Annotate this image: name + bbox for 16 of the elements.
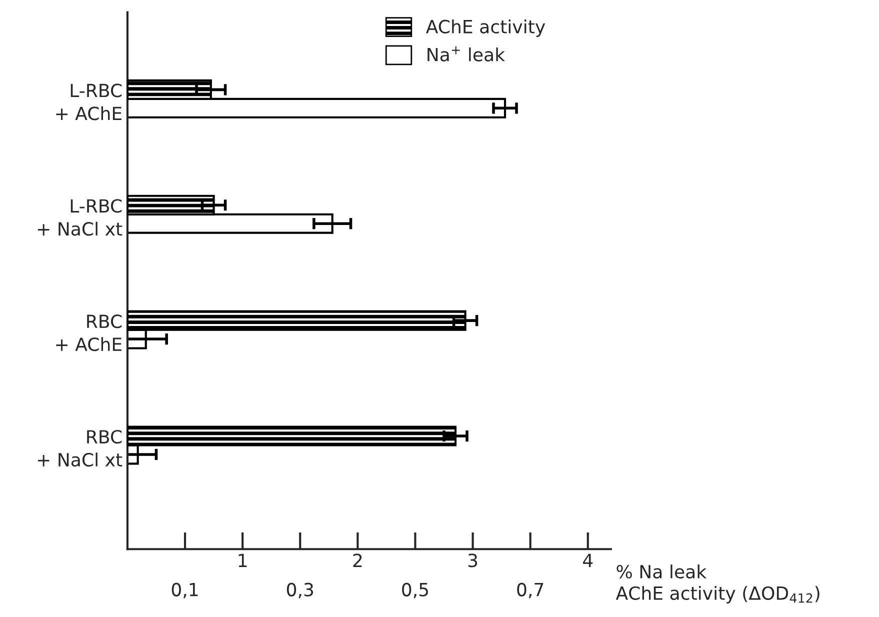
- x2-tick-label: 0,3: [286, 582, 314, 598]
- y-tick-label: L-RBC + AChE: [56, 84, 122, 120]
- y-tick-label: L-RBC + NaCl xt: [38, 199, 122, 236]
- x2-tick-label: 0,1: [172, 582, 198, 598]
- legend-label: AChE activity: [426, 19, 546, 37]
- x-tick-label: 3: [468, 554, 478, 568]
- x-tick-label: 4: [583, 554, 593, 568]
- x2-axis-title: AChE activity (ΔOD$_{412}$): [616, 586, 820, 604]
- x-tick-label: 2: [353, 554, 362, 568]
- x-tick-label: 1: [238, 554, 247, 568]
- x2-tick-label: 0,7: [517, 582, 544, 598]
- x2-tick-label: 0,5: [402, 582, 428, 598]
- y-tick-label: RBC + NaCl xt: [38, 430, 122, 467]
- legend-label: Na$^{+}$ leak: [428, 46, 505, 62]
- y-tick-label: RBC + AChE: [56, 314, 122, 352]
- x-axis-title: % Na leak: [616, 564, 707, 579]
